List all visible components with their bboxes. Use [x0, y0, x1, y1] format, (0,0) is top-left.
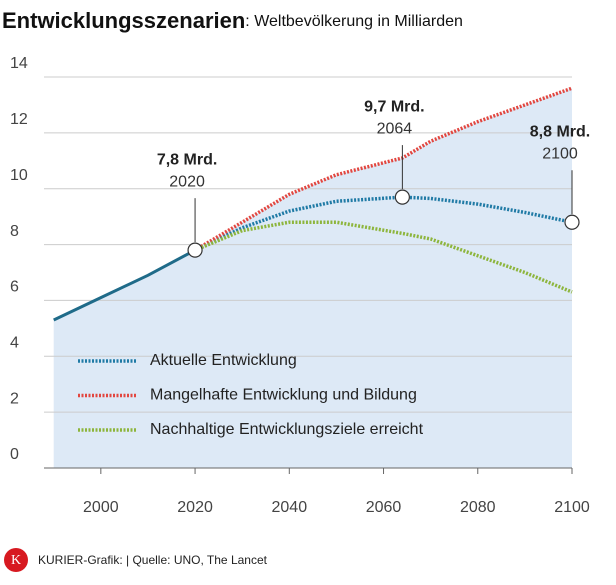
annotation-year: 2064	[377, 120, 413, 137]
x-tick-label: 2100	[554, 499, 590, 516]
annotation-marker	[394, 189, 410, 205]
annotation-year: 2020	[169, 173, 205, 190]
annotation-marker	[187, 242, 203, 258]
logo	[4, 548, 28, 572]
subtitle: : Weltbevölkerung in Milliarden	[245, 13, 463, 30]
y-tick-label: 0	[10, 446, 19, 463]
x-tick-label: 2040	[272, 499, 308, 516]
chart-title: Entwicklungsszenarien: Weltbevölkerung i…	[2, 8, 463, 33]
y-tick-label: 6	[10, 279, 19, 296]
line	[194, 220, 573, 294]
y-tick-label: 4	[10, 335, 19, 352]
line	[53, 248, 196, 322]
title: Entwicklungsszenarien	[2, 8, 245, 33]
area	[53, 88, 572, 469]
annotation-year: 2100	[542, 145, 578, 162]
y-tick-label: 14	[10, 55, 28, 72]
plot: 0 2 4 6 8 10 12 14 2000 2020 2040 2060 2080 2100 Aktue…	[10, 55, 590, 516]
y-tick-label: 2	[10, 390, 19, 407]
annotation-label: 8,8 Mrd.	[530, 123, 590, 140]
logo-text: K	[11, 553, 21, 568]
source: KURIER-Grafik: | Quelle: UNO, The Lancet	[38, 553, 268, 567]
x-tick-label: 2080	[460, 499, 496, 516]
legend-label: Mangelhafte Entwicklung und Bildung	[150, 387, 417, 404]
x-tick-label: 2060	[366, 499, 402, 516]
y-tick-label: 10	[10, 167, 28, 184]
y-tick-label: 8	[10, 223, 19, 240]
legend-label: Aktuelle Entwicklung	[150, 352, 297, 369]
y-tick-label: 12	[10, 111, 28, 128]
legend-label: Nachhaltige Entwicklungsziele erreicht	[150, 421, 424, 438]
annotation-label: 7,8 Mrd.	[157, 151, 217, 168]
x-tick-label: 2020	[177, 499, 213, 516]
annotation-marker	[564, 214, 580, 230]
annotation-label: 9,7 Mrd.	[364, 98, 424, 115]
x-tick-label: 2000	[83, 499, 119, 516]
